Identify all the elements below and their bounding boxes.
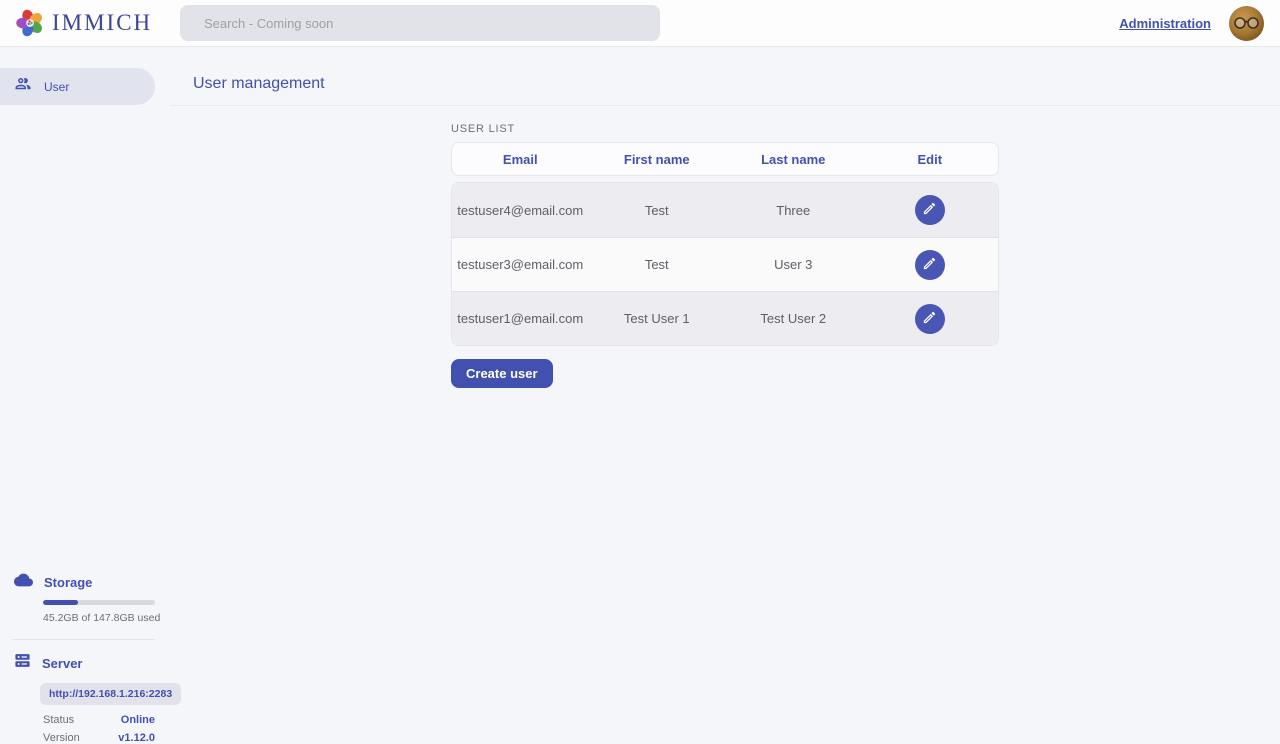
table-row: testuser1@email.com Test User 1 Test Use… (452, 291, 998, 345)
column-header-edit: Edit (862, 152, 999, 167)
server-section-header: Server (0, 652, 170, 674)
storage-section-header: Storage (0, 573, 170, 592)
search-input[interactable] (180, 5, 660, 41)
create-user-button[interactable]: Create user (451, 359, 553, 388)
status-value: Online (121, 714, 155, 726)
page-title: User management (193, 75, 325, 93)
cell-email: testuser1@email.com (452, 311, 589, 326)
topbar-right: Administration (1119, 0, 1264, 47)
table-row: testuser4@email.com Test Three (452, 183, 998, 237)
column-header-last-name: Last name (725, 152, 862, 167)
user-list-section: USER LIST Email First name Last name Edi… (451, 123, 999, 388)
cell-last-name: User 3 (725, 257, 862, 272)
server-icon (14, 652, 31, 674)
top-bar: IMMICH Administration (0, 0, 1280, 47)
main-header: User management (170, 47, 1280, 106)
section-label: USER LIST (451, 123, 999, 135)
table-row: testuser3@email.com Test User 3 (452, 237, 998, 291)
storage-progress-bar (43, 600, 155, 605)
avatar[interactable] (1229, 6, 1264, 41)
cell-first-name: Test (589, 203, 726, 218)
pencil-icon (922, 256, 937, 274)
cell-first-name: Test User 1 (589, 311, 726, 326)
server-version-row: Version v1.12.0 (43, 732, 155, 744)
sidebar-item-user[interactable]: User (0, 68, 155, 105)
storage-usage-text: 45.2GB of 147.8GB used (43, 612, 170, 624)
cloud-icon (14, 573, 33, 592)
server-url-badge: http://192.168.1.216:2283 (40, 683, 181, 705)
cell-email: testuser3@email.com (452, 257, 589, 272)
edit-user-button[interactable] (915, 250, 945, 280)
edit-user-button[interactable] (915, 195, 945, 225)
sidebar-status-panel: Storage 45.2GB of 147.8GB used Server ht… (0, 573, 170, 744)
immich-flower-icon (15, 8, 45, 38)
server-status-row: Status Online (43, 714, 155, 726)
main-content: User management USER LIST Email First na… (170, 47, 1280, 730)
sidebar-item-label: User (44, 80, 69, 94)
pencil-icon (922, 201, 937, 219)
storage-title: Storage (44, 575, 92, 590)
cell-last-name: Test User 2 (725, 311, 862, 326)
cell-last-name: Three (725, 203, 862, 218)
sidebar: User Storage 45.2GB of 147.8GB used (0, 47, 170, 730)
column-header-first-name: First name (589, 152, 726, 167)
edit-user-button[interactable] (915, 304, 945, 334)
storage-progress-fill (43, 600, 78, 605)
sidebar-divider (12, 639, 155, 640)
table-body: testuser4@email.com Test Three testuser3… (451, 182, 999, 346)
brand[interactable]: IMMICH (15, 8, 152, 38)
server-title: Server (42, 656, 82, 671)
column-header-email: Email (452, 152, 589, 167)
brand-title: IMMICH (52, 10, 152, 36)
table-header-row: Email First name Last name Edit (451, 142, 999, 176)
status-label: Status (43, 714, 74, 726)
pencil-icon (922, 310, 937, 328)
version-label: Version (43, 732, 80, 744)
cell-first-name: Test (589, 257, 726, 272)
administration-link[interactable]: Administration (1119, 16, 1211, 31)
users-group-icon (14, 75, 32, 98)
cell-email: testuser4@email.com (452, 203, 589, 218)
version-value: v1.12.0 (118, 732, 155, 744)
